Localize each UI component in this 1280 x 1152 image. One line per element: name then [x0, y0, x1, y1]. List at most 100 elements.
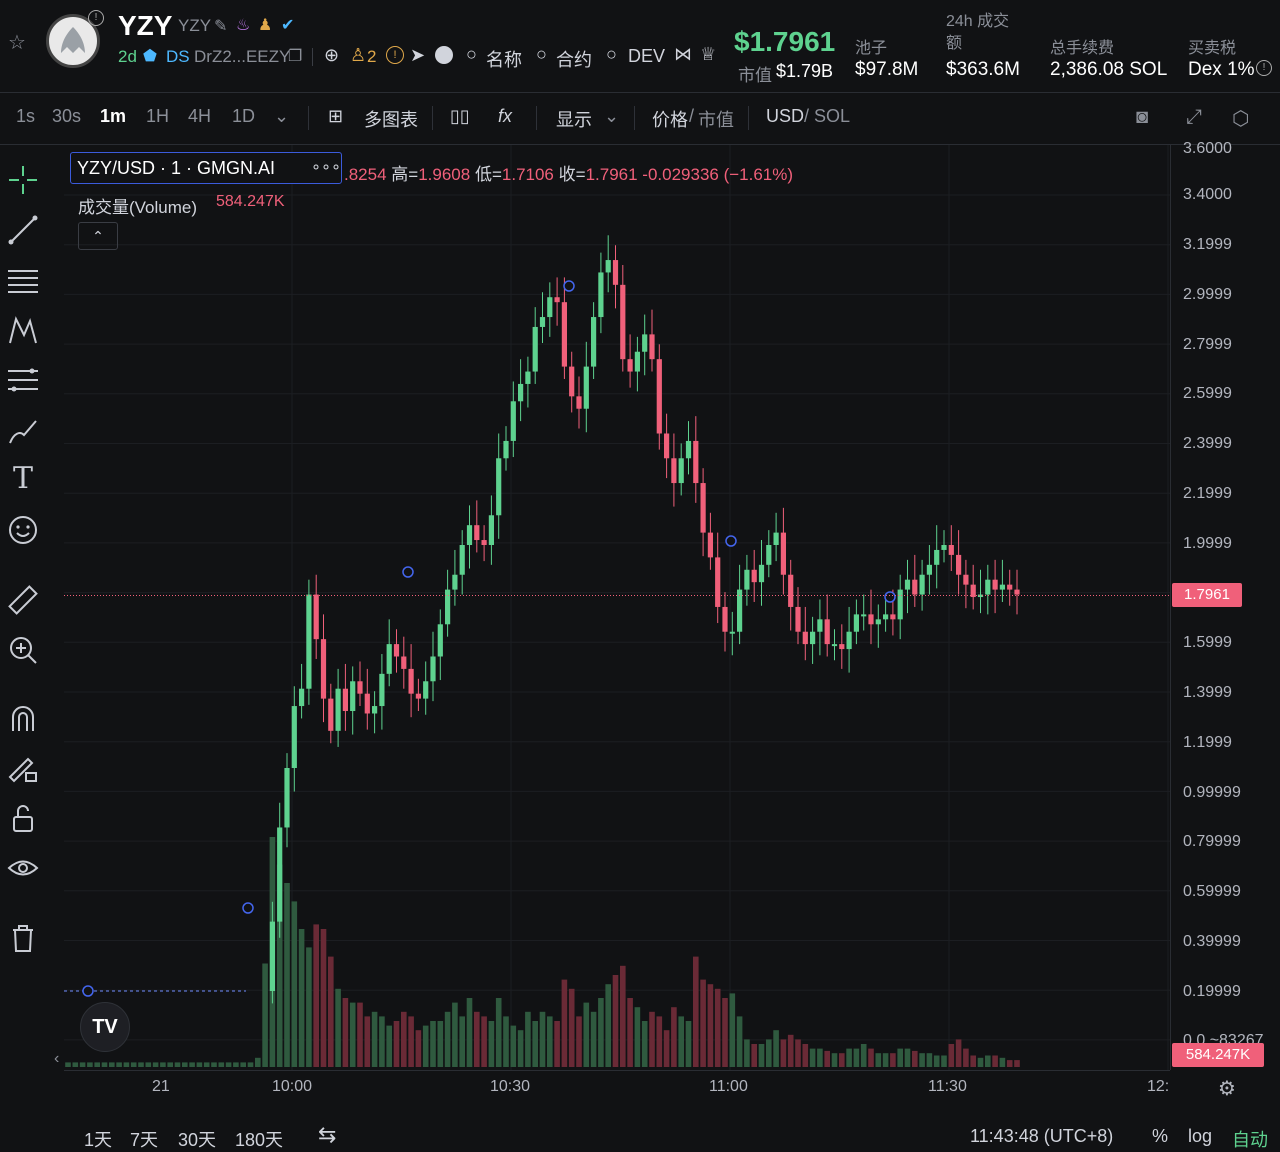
- candlestick-chart[interactable]: [64, 145, 1170, 1070]
- range-30d[interactable]: 30天: [178, 1130, 217, 1150]
- volume24h-label: 24h 成交额: [946, 13, 1010, 52]
- multi-chart-button[interactable]: 多图表: [364, 110, 418, 130]
- crown-icon[interactable]: ♕: [700, 44, 717, 64]
- visibility-icon[interactable]: [6, 851, 40, 885]
- candle-body: [671, 458, 677, 484]
- trade-marker[interactable]: [242, 902, 254, 914]
- divider: [748, 106, 749, 130]
- volume-bar: [123, 1062, 130, 1067]
- trade-marker[interactable]: [563, 280, 575, 292]
- list-icon[interactable]: [435, 46, 453, 64]
- magnet-icon[interactable]: [6, 701, 40, 735]
- y-tick-label: 2.7999: [1183, 336, 1232, 353]
- website-icon[interactable]: ⊕: [324, 45, 340, 65]
- volume-bar: [846, 1048, 852, 1067]
- candle-body: [503, 440, 509, 459]
- add-chart-icon[interactable]: ⊞: [328, 106, 344, 126]
- trade-marker[interactable]: [884, 591, 896, 603]
- zoom-in-icon[interactable]: [6, 633, 40, 667]
- trade-marker[interactable]: [402, 566, 414, 578]
- indicators-icon[interactable]: fx: [498, 106, 513, 126]
- warning-icon[interactable]: !: [386, 46, 404, 64]
- usd-toggle[interactable]: USD: [766, 106, 805, 126]
- sol-toggle[interactable]: SOL: [814, 106, 851, 126]
- collapse-legend-button[interactable]: ⌃: [78, 222, 118, 250]
- brush-icon[interactable]: [6, 413, 40, 447]
- trash-icon[interactable]: [6, 921, 40, 955]
- legend-more-icon[interactable]: ∘∘∘: [311, 159, 342, 176]
- volume-bar: [1014, 1060, 1020, 1067]
- x-tick-21: 21: [152, 1078, 170, 1095]
- candle-body: [634, 351, 640, 372]
- holders-icon[interactable]: ♙: [350, 45, 367, 65]
- search-contract-icon[interactable]: ○: [536, 44, 547, 64]
- interval-1d[interactable]: 1D: [232, 106, 256, 126]
- log-toggle[interactable]: log: [1188, 1126, 1213, 1146]
- unlock-icon[interactable]: [6, 801, 40, 835]
- search-contract-link[interactable]: 合约: [556, 50, 592, 70]
- search-name-link[interactable]: 名称: [486, 50, 522, 70]
- interval-dropdown-icon[interactable]: ⌄: [274, 106, 290, 126]
- range-7d[interactable]: 7天: [130, 1130, 159, 1150]
- trendline-icon[interactable]: [6, 213, 40, 247]
- mcap-toggle[interactable]: 市值: [698, 110, 734, 130]
- fib-icon[interactable]: [6, 363, 40, 397]
- interval-4h[interactable]: 4H: [188, 106, 212, 126]
- candle-style-icon[interactable]: ▯▯: [450, 106, 470, 126]
- tradingview-logo[interactable]: TV: [80, 1002, 130, 1052]
- candle-body: [598, 272, 604, 318]
- favorite-star-icon[interactable]: ☆: [8, 32, 26, 54]
- axis-settings-icon[interactable]: ⚙: [1218, 1078, 1236, 1100]
- telegram-icon[interactable]: ➤: [410, 45, 426, 65]
- range-180d[interactable]: 180天: [235, 1130, 284, 1150]
- lock-drawing-icon[interactable]: [6, 751, 40, 785]
- ruler-icon[interactable]: [6, 583, 40, 617]
- toggle-slash: /: [804, 106, 810, 126]
- clock[interactable]: 11:43:48 (UTC+8): [970, 1126, 1114, 1146]
- candle-body: [401, 656, 407, 669]
- info-icon[interactable]: !: [88, 10, 104, 26]
- goto-date-icon[interactable]: ⇆: [318, 1122, 337, 1147]
- text-tool-icon[interactable]: T: [12, 461, 33, 496]
- display-button[interactable]: 显示: [556, 110, 592, 130]
- display-dropdown-icon[interactable]: ⌄: [604, 106, 620, 126]
- auto-toggle[interactable]: 自动: [1232, 1130, 1268, 1150]
- search-dev-icon[interactable]: ○: [606, 44, 617, 64]
- symbol-legend[interactable]: YZY/USD · 1 · GMGN.AI ∘∘∘: [70, 152, 342, 184]
- price-toggle[interactable]: 价格: [652, 110, 688, 130]
- pattern-icon[interactable]: [6, 313, 40, 347]
- search-dev-link[interactable]: DEV: [628, 46, 666, 66]
- tax-info-icon[interactable]: !: [1256, 60, 1272, 76]
- range-1d[interactable]: 1天: [84, 1130, 113, 1150]
- copy-icon[interactable]: ❐: [288, 48, 303, 65]
- interval-1s[interactable]: 1s: [16, 106, 36, 126]
- volume-bar: [700, 979, 706, 1067]
- crosshair-icon[interactable]: [6, 163, 40, 197]
- edit-icon[interactable]: ✎: [214, 18, 228, 35]
- trade-marker[interactable]: [725, 535, 737, 547]
- scroll-left-icon[interactable]: ‹: [54, 1050, 60, 1067]
- emoji-icon[interactable]: [6, 513, 40, 547]
- horizontal-lines-icon[interactable]: [6, 263, 40, 297]
- share-icon[interactable]: ⋈: [674, 44, 692, 64]
- ohlc-close: 1.7961: [585, 165, 638, 184]
- volume-bar: [744, 1039, 750, 1067]
- price-axis[interactable]: [1170, 145, 1280, 1070]
- search-name-icon[interactable]: ○: [466, 44, 477, 64]
- interval-1h[interactable]: 1H: [146, 106, 170, 126]
- camera-icon[interactable]: ◙: [1136, 106, 1149, 128]
- interval-1m[interactable]: 1m: [100, 106, 127, 126]
- candle-body: [532, 326, 538, 372]
- time-axis[interactable]: [64, 1070, 1170, 1111]
- percent-toggle[interactable]: %: [1152, 1126, 1169, 1146]
- y-tick-label: 1.5999: [1183, 634, 1232, 651]
- contract-address[interactable]: DrZ2...EEZY: [194, 47, 291, 66]
- current-price: $1.7961: [734, 26, 836, 57]
- fullscreen-icon[interactable]: ⤢: [1186, 106, 1202, 128]
- interval-30s[interactable]: 30s: [52, 106, 82, 126]
- trade-marker[interactable]: [82, 985, 94, 997]
- settings-icon[interactable]: ⬡: [1232, 108, 1250, 130]
- price-chart[interactable]: [64, 145, 1170, 1070]
- drawing-toolbar: T: [0, 145, 50, 1070]
- volume-bar: [948, 1044, 955, 1067]
